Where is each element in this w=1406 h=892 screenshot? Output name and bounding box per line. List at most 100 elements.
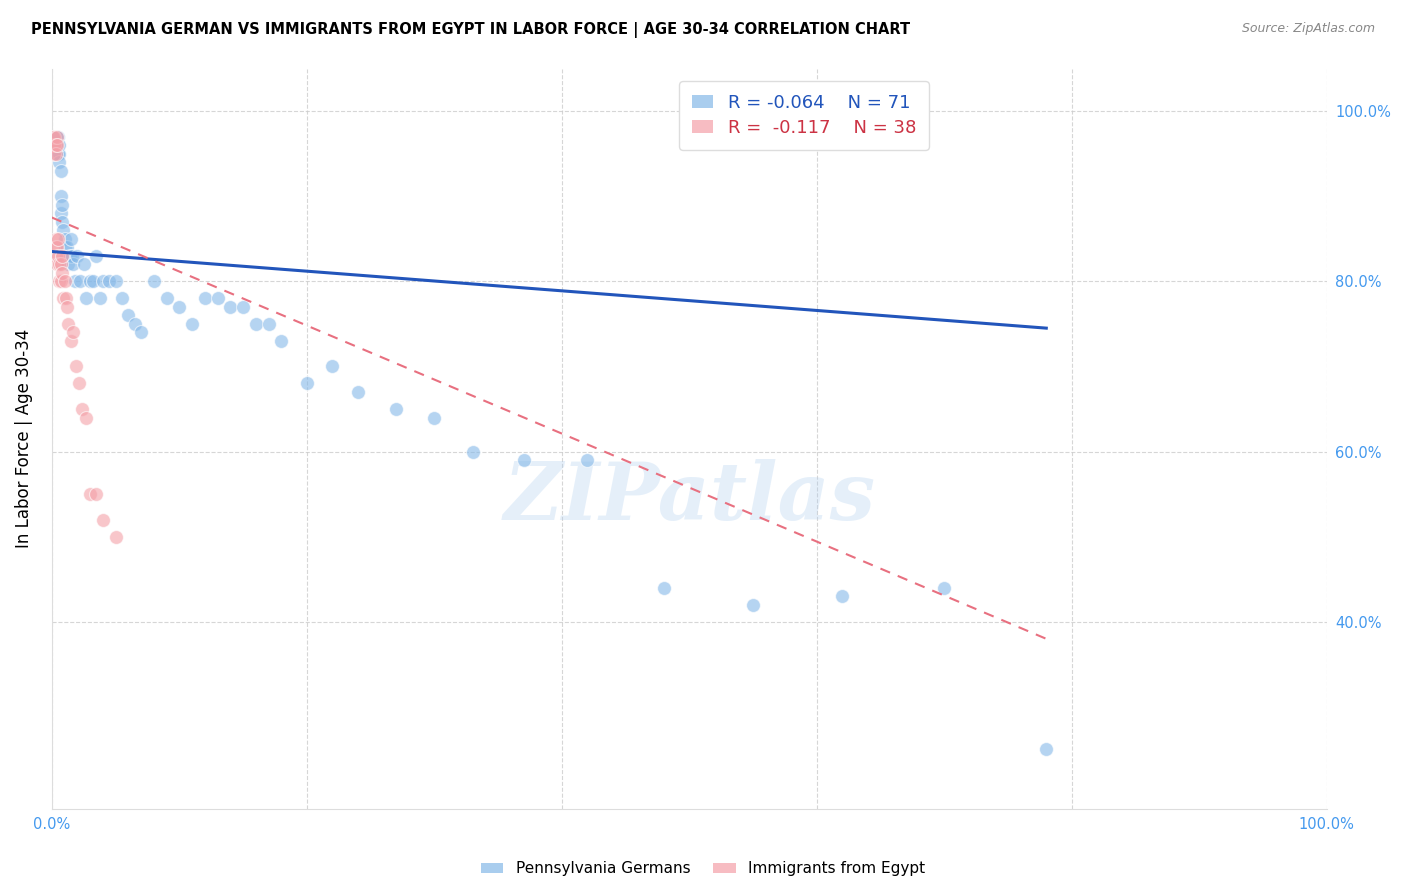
Point bbox=[52, 223, 75, 237]
Point bbox=[56, 240, 79, 254]
Point bbox=[45, 138, 67, 153]
Point bbox=[55, 249, 77, 263]
Point bbox=[62, 326, 84, 340]
Point bbox=[45, 249, 67, 263]
Point bbox=[51, 266, 73, 280]
Point bbox=[321, 359, 343, 374]
Point bbox=[831, 589, 853, 603]
Point bbox=[91, 513, 114, 527]
Point bbox=[111, 291, 134, 305]
Point bbox=[44, 146, 66, 161]
Point bbox=[51, 215, 73, 229]
Point bbox=[59, 232, 82, 246]
Point bbox=[124, 317, 146, 331]
Point bbox=[45, 129, 67, 144]
Point bbox=[104, 274, 127, 288]
Point bbox=[45, 138, 67, 153]
Point bbox=[44, 138, 66, 153]
Point bbox=[194, 291, 217, 305]
Point bbox=[742, 598, 765, 612]
Point bbox=[44, 129, 66, 144]
Point bbox=[45, 240, 67, 254]
Point bbox=[98, 274, 121, 288]
Point bbox=[42, 138, 65, 153]
Point bbox=[45, 146, 67, 161]
Point bbox=[48, 274, 70, 288]
Point bbox=[44, 138, 66, 153]
Point bbox=[55, 291, 77, 305]
Point bbox=[63, 274, 86, 288]
Point bbox=[59, 334, 82, 348]
Point bbox=[576, 453, 599, 467]
Point bbox=[934, 581, 956, 595]
Point bbox=[295, 376, 318, 391]
Point bbox=[44, 129, 66, 144]
Point bbox=[65, 359, 87, 374]
Point bbox=[46, 232, 69, 246]
Point bbox=[49, 189, 72, 203]
Point bbox=[245, 317, 267, 331]
Point bbox=[181, 317, 204, 331]
Y-axis label: In Labor Force | Age 30-34: In Labor Force | Age 30-34 bbox=[15, 329, 32, 549]
Point bbox=[1035, 742, 1057, 756]
Point bbox=[79, 487, 101, 501]
Point bbox=[49, 163, 72, 178]
Point bbox=[67, 376, 90, 391]
Point bbox=[46, 138, 69, 153]
Point bbox=[45, 232, 67, 246]
Point bbox=[86, 249, 108, 263]
Point bbox=[385, 402, 408, 417]
Point bbox=[45, 146, 67, 161]
Point bbox=[219, 300, 242, 314]
Point bbox=[52, 291, 75, 305]
Legend: Pennsylvania Germans, Immigrants from Egypt: Pennsylvania Germans, Immigrants from Eg… bbox=[474, 855, 932, 882]
Point bbox=[423, 410, 446, 425]
Point bbox=[44, 138, 66, 153]
Point bbox=[45, 240, 67, 254]
Point bbox=[48, 257, 70, 271]
Point bbox=[79, 274, 101, 288]
Point bbox=[75, 291, 97, 305]
Point bbox=[53, 232, 76, 246]
Point bbox=[59, 249, 82, 263]
Point bbox=[49, 274, 72, 288]
Point bbox=[51, 249, 73, 263]
Point bbox=[652, 581, 675, 595]
Point bbox=[89, 291, 111, 305]
Point bbox=[82, 274, 104, 288]
Point bbox=[46, 249, 69, 263]
Point bbox=[46, 129, 69, 144]
Point bbox=[49, 257, 72, 271]
Point bbox=[461, 444, 484, 458]
Text: Source: ZipAtlas.com: Source: ZipAtlas.com bbox=[1241, 22, 1375, 36]
Point bbox=[69, 274, 91, 288]
Point bbox=[45, 129, 67, 144]
Point bbox=[58, 317, 80, 331]
Point bbox=[53, 240, 76, 254]
Point bbox=[45, 257, 67, 271]
Point bbox=[104, 530, 127, 544]
Point bbox=[48, 138, 70, 153]
Point bbox=[117, 309, 139, 323]
Point bbox=[346, 384, 368, 399]
Point bbox=[142, 274, 165, 288]
Point bbox=[48, 155, 70, 169]
Point bbox=[86, 487, 108, 501]
Point bbox=[232, 300, 254, 314]
Point bbox=[72, 402, 94, 417]
Legend: R = -0.064    N = 71, R =  -0.117    N = 38: R = -0.064 N = 71, R = -0.117 N = 38 bbox=[679, 81, 929, 150]
Point bbox=[56, 300, 79, 314]
Point bbox=[207, 291, 229, 305]
Point bbox=[45, 146, 67, 161]
Point bbox=[58, 257, 80, 271]
Point bbox=[46, 146, 69, 161]
Point bbox=[66, 249, 89, 263]
Point bbox=[270, 334, 292, 348]
Point bbox=[72, 257, 94, 271]
Point bbox=[91, 274, 114, 288]
Text: ZIPatlas: ZIPatlas bbox=[503, 459, 876, 537]
Point bbox=[60, 249, 83, 263]
Point bbox=[42, 129, 65, 144]
Point bbox=[49, 206, 72, 220]
Point bbox=[42, 138, 65, 153]
